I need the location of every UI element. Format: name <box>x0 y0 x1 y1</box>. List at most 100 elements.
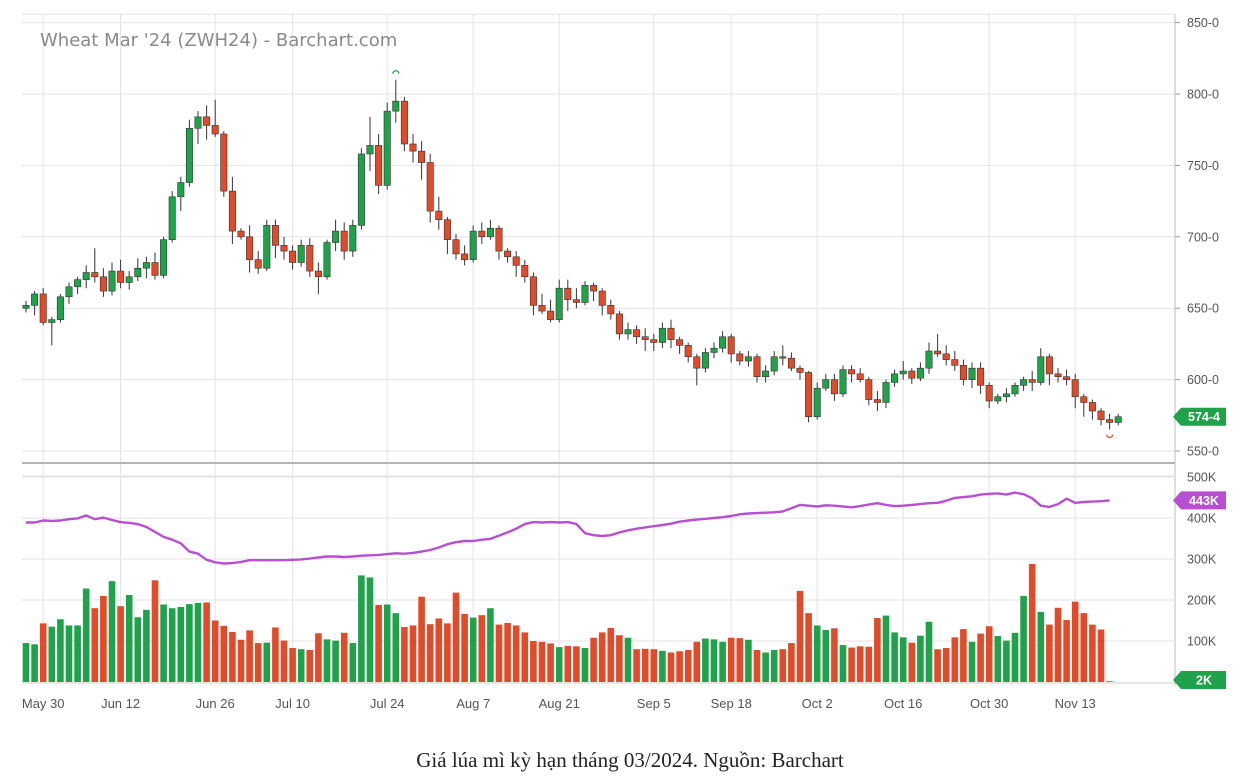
price-tick-label: 550-0 <box>1187 445 1219 459</box>
volume-bars <box>22 563 1113 682</box>
candle-body <box>246 236 254 260</box>
candle-body <box>461 253 469 260</box>
volume-bar <box>435 618 443 682</box>
candle-body <box>667 327 675 340</box>
candle-body <box>693 356 701 369</box>
candle-body <box>942 353 950 360</box>
candle <box>977 362 985 394</box>
volume-bar <box>736 638 744 682</box>
candle <box>547 299 555 323</box>
candle-body <box>968 367 976 380</box>
candle <box>719 331 727 353</box>
candle <box>581 281 589 306</box>
candle-body <box>323 242 331 278</box>
volume-bar <box>57 619 64 682</box>
candle <box>91 248 99 283</box>
volume-bar <box>891 632 898 682</box>
volume-bar <box>805 613 812 682</box>
volume-tick-label: 400K <box>1187 512 1217 526</box>
candle <box>994 393 1002 404</box>
candle <box>710 342 718 359</box>
volume-bar <box>220 625 228 682</box>
candle <box>323 239 331 280</box>
volume-bar <box>82 588 90 682</box>
candle <box>48 316 56 346</box>
candle <box>134 258 142 282</box>
x-tick-label: Nov 13 <box>1055 696 1096 711</box>
candle <box>1106 413 1114 430</box>
last-price-badge: 574-4 <box>1173 407 1226 426</box>
candle <box>908 368 916 384</box>
volume-bar <box>1054 607 1062 682</box>
candle <box>934 333 942 357</box>
candle-body <box>314 270 322 278</box>
candle <box>1063 369 1071 386</box>
candle-body <box>486 227 494 238</box>
volume-bar <box>349 643 357 682</box>
candle <box>925 342 933 374</box>
volume-bar <box>383 604 391 682</box>
candle-body <box>813 387 821 418</box>
high-marker <box>392 70 400 74</box>
candle <box>99 268 107 297</box>
candle-body <box>1045 356 1053 375</box>
candle-body <box>254 259 262 269</box>
volume-bar <box>48 626 56 682</box>
volume-bar <box>874 618 881 682</box>
open-interest-badge-text: 443K <box>1189 494 1219 508</box>
candle-body <box>891 373 899 383</box>
candle-body <box>684 345 692 358</box>
volume-bar <box>512 625 520 682</box>
candle-body <box>727 336 735 355</box>
volume-bar <box>358 575 365 682</box>
volume-bar <box>616 635 623 682</box>
volume-bar <box>917 635 924 682</box>
volume-bar <box>659 650 666 682</box>
last-volume-badge: 2K <box>1173 671 1226 689</box>
candle <box>332 219 340 252</box>
volume-bar <box>426 624 434 682</box>
candle-body <box>1106 419 1114 423</box>
volume-bar <box>332 640 339 682</box>
candle <box>426 153 434 223</box>
volume-bar <box>1011 632 1019 682</box>
volume-bar <box>444 623 451 682</box>
candle-body <box>504 250 512 258</box>
volume-bar <box>865 646 873 682</box>
volume-bar <box>538 641 546 682</box>
candle <box>400 96 408 152</box>
candle-body <box>211 125 219 135</box>
candle <box>340 222 348 260</box>
last-price-badge-text: 574-4 <box>1188 410 1220 424</box>
x-tick-label: Jun 26 <box>196 696 235 711</box>
candle <box>31 291 39 316</box>
candle-body <box>865 379 873 400</box>
candle <box>314 262 322 294</box>
volume-bar <box>796 590 804 682</box>
volume-bar <box>555 647 563 682</box>
candle <box>306 238 314 277</box>
candle-body <box>151 262 159 276</box>
candle-body <box>959 365 967 380</box>
volume-bar <box>968 641 976 682</box>
volume-bar <box>1106 681 1113 682</box>
candle-body <box>1054 373 1062 378</box>
volume-tick-label: 300K <box>1187 553 1217 567</box>
candle <box>383 102 391 190</box>
candle <box>125 271 133 290</box>
volume-bar <box>573 646 580 682</box>
candle <box>882 379 890 409</box>
volume-bar <box>1097 629 1105 682</box>
candle-body <box>306 245 314 272</box>
volume-bar <box>143 609 150 682</box>
candle <box>572 288 580 309</box>
candle <box>142 256 150 279</box>
candle <box>65 282 73 304</box>
volume-bar <box>409 625 417 682</box>
candle-body <box>899 370 907 375</box>
volume-bar <box>91 608 99 682</box>
volume-bar <box>504 622 511 682</box>
candle-body <box>710 347 718 353</box>
volume-bar <box>1080 613 1088 682</box>
volume-bar <box>134 617 142 682</box>
